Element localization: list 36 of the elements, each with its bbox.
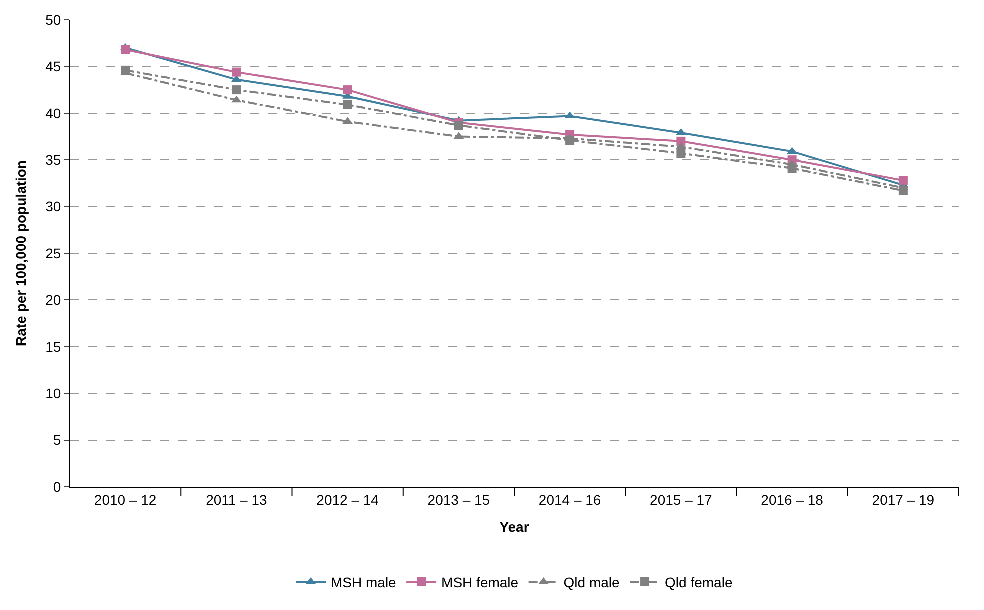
point — [454, 121, 464, 130]
y-tick-label: 40 — [46, 105, 62, 122]
y-tick-label: 0 — [53, 478, 62, 495]
x-tick-label: 2014 – 16 — [538, 492, 602, 508]
y-tick-label: 30 — [46, 198, 62, 215]
y-axis-title: Rate per 100,000 population — [13, 160, 30, 346]
point — [343, 86, 352, 95]
y-tick-label: 35 — [46, 152, 62, 168]
legend-label: Qld male — [564, 574, 620, 590]
legend-label: MSH female — [442, 574, 519, 590]
x-tick-label: 2015 – 17 — [650, 492, 713, 508]
y-tick-label: 20 — [46, 292, 62, 308]
y-tick-label: 50 — [46, 12, 62, 28]
y-tick-label: 45 — [46, 58, 62, 75]
point — [343, 100, 352, 110]
x-tick-label: 2016 – 18 — [761, 492, 824, 508]
x-tick-label: 2010 – 12 — [94, 492, 157, 508]
x-axis-title: Year — [500, 519, 530, 536]
point — [676, 149, 686, 158]
y-tick-label: 15 — [46, 338, 62, 355]
point — [121, 45, 130, 54]
x-tick-label: 2013 – 15 — [428, 492, 490, 508]
point — [232, 68, 242, 77]
point — [898, 186, 908, 196]
x-tick-label: 2012 – 14 — [316, 492, 380, 508]
legend-label: MSH male — [331, 574, 397, 590]
y-tick-label: 5 — [53, 432, 62, 448]
x-tick-label: 2011 – 13 — [206, 492, 268, 508]
point — [121, 66, 130, 75]
y-tick-label: 10 — [46, 386, 62, 402]
legend-label: Qld female — [665, 574, 733, 590]
point — [898, 176, 908, 186]
x-tick-label: 2017 – 19 — [872, 492, 935, 508]
point — [788, 164, 797, 174]
point — [232, 86, 242, 95]
y-tick-label: 25 — [46, 245, 62, 262]
